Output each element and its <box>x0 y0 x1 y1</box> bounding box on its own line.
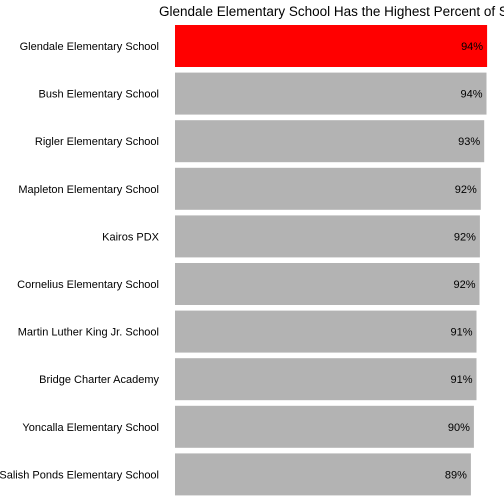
chart-title: Glendale Elementary School Has the Highe… <box>159 4 504 19</box>
value-label-10: 89% <box>445 469 467 481</box>
category-label-6: Cornelius Elementary School <box>17 279 159 291</box>
bar-8 <box>175 358 477 401</box>
category-label-1: Glendale Elementary School <box>20 41 159 53</box>
value-label-5: 92% <box>454 231 476 243</box>
bar-2 <box>175 72 487 115</box>
bar-10 <box>175 453 471 496</box>
category-label-4: Mapleton Elementary School <box>18 184 159 196</box>
bar-4 <box>175 167 481 210</box>
category-label-5: Kairos PDX <box>102 231 160 243</box>
category-labels: Glendale Elementary School Bush Elementar… <box>0 41 160 481</box>
bar-3 <box>175 120 485 163</box>
value-label-9: 90% <box>448 422 470 434</box>
category-label-9: Yoncalla Elementary School <box>22 422 159 434</box>
category-label-8: Bridge Charter Academy <box>39 374 159 386</box>
value-label-4: 92% <box>455 184 477 196</box>
category-label-10: Salish Ponds Elementary School <box>0 469 159 481</box>
value-label-1: 94% <box>461 41 483 53</box>
bars-group <box>175 25 488 496</box>
category-label-7: Martin Luther King Jr. School <box>18 327 159 339</box>
value-label-2: 94% <box>460 89 482 101</box>
bar-9 <box>175 405 474 448</box>
value-label-3: 93% <box>458 136 480 148</box>
bar-6 <box>175 263 480 305</box>
value-label-8: 91% <box>450 374 472 386</box>
bar-1 <box>175 25 488 67</box>
category-label-2: Bush Elementary School <box>39 89 159 101</box>
value-label-6: 92% <box>453 279 475 291</box>
value-label-7: 91% <box>450 327 472 339</box>
value-labels: 94% 94% 93% 92% 92% 92% 91% 91% 90% 89% <box>445 41 483 481</box>
category-label-3: Rigler Elementary School <box>35 136 159 148</box>
bar-5 <box>175 215 480 258</box>
bar-7 <box>175 310 477 353</box>
